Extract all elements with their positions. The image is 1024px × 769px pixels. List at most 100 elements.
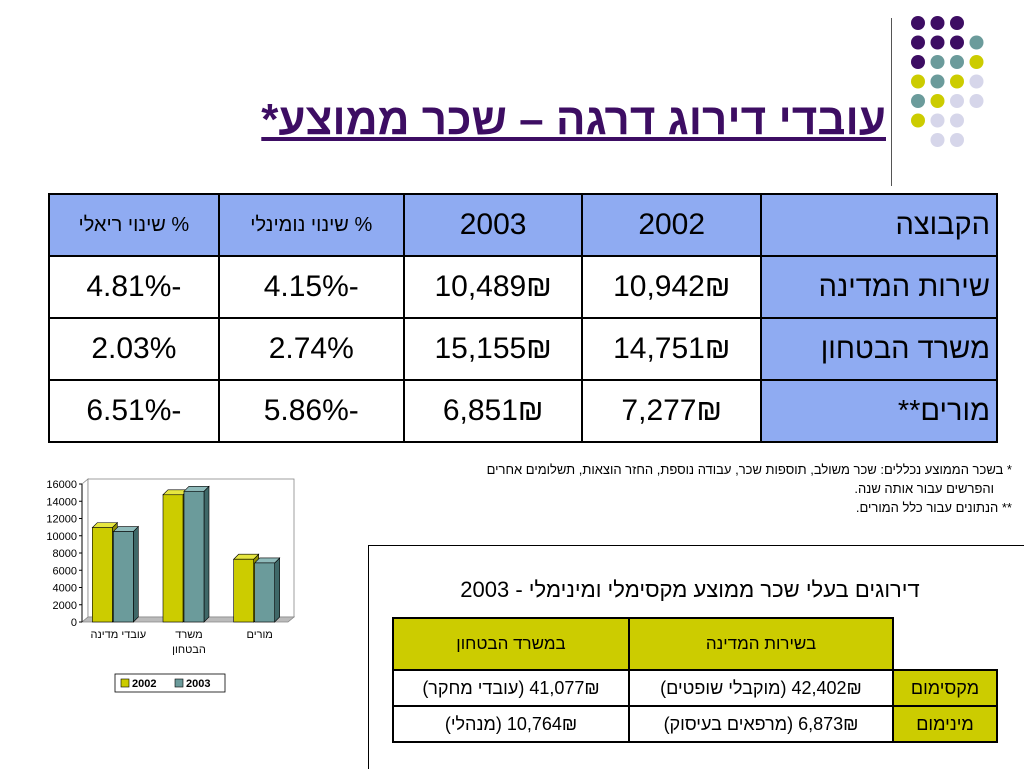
table-row: שירות המדינה 10,942₪ 10,489₪ -4.15% -4.8… xyxy=(48,255,998,319)
decorative-dot xyxy=(911,74,925,89)
cell-2002: 14,751₪ xyxy=(581,317,762,381)
header-nominal-change: % שינוי נומינלי xyxy=(217,193,405,257)
slide-title: עובדי דירוג דרגה – שכר ממוצע* xyxy=(261,95,886,144)
cell-nominal: -5.86% xyxy=(217,379,405,443)
header-defense-ministry: במשרד הבטחון xyxy=(392,617,630,671)
y-tick-label: 4000 xyxy=(53,583,77,595)
decorative-dot xyxy=(930,35,945,50)
chart-side-wall xyxy=(81,478,89,623)
y-tick-label: 6000 xyxy=(53,565,77,577)
cell-2003: 10,489₪ xyxy=(402,255,584,319)
decorative-dot xyxy=(969,94,984,108)
footnotes: * בשכר הממוצע נכללים: שכר משולב, תוספות … xyxy=(380,460,1012,517)
cell-real: 2.03% xyxy=(48,317,220,381)
row-label-min: מינימום xyxy=(892,705,998,743)
salary-bar-chart: 16000 14000 12000 10000 8000 6000 4000 2000 0 עוב… xyxy=(46,478,296,693)
minmax-frame xyxy=(368,545,1024,769)
category-label: משרד xyxy=(175,629,202,641)
y-tick-label: 10000 xyxy=(46,531,77,543)
bar xyxy=(92,527,113,623)
bar xyxy=(254,562,275,623)
bar xyxy=(233,558,254,623)
decorative-dot xyxy=(950,55,964,69)
cell-2003: 15,155₪ xyxy=(402,317,584,381)
row-group: מורים** xyxy=(760,379,998,443)
category-label: עובדי מדינה xyxy=(91,629,147,641)
row-label-max: מקסימום xyxy=(892,669,998,707)
cell-real: -6.51% xyxy=(48,379,220,443)
decorative-dot xyxy=(950,94,964,108)
legend-label: 2002 xyxy=(132,678,156,690)
header-real-change: % שינוי ריאלי xyxy=(48,193,220,257)
decorative-dot xyxy=(911,35,925,50)
y-tick-label: 2000 xyxy=(53,600,77,612)
decorative-dot xyxy=(969,74,984,89)
minmax-header-row: בשירות המדינה במשרד הבטחון xyxy=(392,617,997,671)
decorative-dot xyxy=(950,113,964,128)
footnote-1: * בשכר הממוצע נכללים: שכר משולב, תוספות … xyxy=(486,462,1012,477)
y-tick-label: 0 xyxy=(71,617,77,629)
decorative-dot xyxy=(930,55,945,69)
decorative-dot xyxy=(930,74,945,89)
decorative-dot xyxy=(911,16,925,30)
chart-legend xyxy=(114,673,226,693)
y-tick-label: 8000 xyxy=(53,548,77,560)
legend-label: 2003 xyxy=(186,678,210,690)
table-header-row: הקבוצה 2002 2003 % שינוי נומינלי % שינוי… xyxy=(48,193,998,257)
decorative-dot xyxy=(930,133,945,147)
cell-real: -4.81% xyxy=(48,255,220,319)
category-label: הבטחון xyxy=(172,644,206,656)
legend-swatch xyxy=(174,678,184,688)
table-row: מקסימום 42,402₪ (מוקבלי שופטים) 41,077₪ … xyxy=(392,669,998,707)
header-group: הקבוצה xyxy=(760,193,998,257)
decorative-dot xyxy=(911,55,925,69)
bar-side xyxy=(274,557,280,623)
bar xyxy=(183,490,205,623)
y-tick-label: 16000 xyxy=(46,479,77,491)
table-row: מינימום 6,873₪ (מרפאים בעיסוק) 10,764₪ (… xyxy=(392,705,998,743)
cell-state-max: 42,402₪ (מוקבלי שופטים) xyxy=(628,669,894,707)
footnote-1-continued: והפרשים עבור אותה שנה. xyxy=(854,481,994,496)
cell-state-min: 6,873₪ (מרפאים בעיסוק) xyxy=(628,705,894,743)
decorative-dot xyxy=(930,16,945,30)
decorative-dot xyxy=(950,133,964,147)
cell-2002: 7,277₪ xyxy=(581,379,762,443)
bar-side xyxy=(133,525,139,623)
y-tick-label: 12000 xyxy=(46,514,77,526)
header-2003: 2003 xyxy=(402,193,584,257)
row-group: שירות המדינה xyxy=(760,255,998,319)
table-row: מורים** 7,277₪ 6,851₪ -5.86% -6.51% xyxy=(48,379,998,443)
decorative-dot xyxy=(969,55,984,69)
decorative-dot xyxy=(950,35,964,50)
decorative-dot xyxy=(911,113,925,128)
footnote-2: ** הנתונים עבור כלל המורים. xyxy=(855,500,1012,515)
bar-side xyxy=(203,485,210,623)
divider-line xyxy=(891,18,892,186)
salary-table: הקבוצה 2002 2003 % שינוי נומינלי % שינוי… xyxy=(48,193,998,443)
legend-swatch xyxy=(120,678,130,688)
cell-2003: 6,851₪ xyxy=(402,379,584,443)
decorative-dot xyxy=(930,94,945,108)
minmax-title: דירוגים בעלי שכר ממוצע מקסימלי ומינימלי … xyxy=(460,577,920,602)
category-label: מורים xyxy=(246,629,272,641)
decorative-dot xyxy=(930,113,945,128)
bar xyxy=(113,531,134,623)
cell-defense-min: 10,764₪ (מנהלי) xyxy=(392,705,630,743)
cell-nominal: -4.15% xyxy=(217,255,405,319)
cell-2002: 10,942₪ xyxy=(581,255,762,319)
table-row: משרד הבטחון 14,751₪ 15,155₪ 2.74% 2.03% xyxy=(48,317,998,381)
row-group: משרד הבטחון xyxy=(760,317,998,381)
blank-cell xyxy=(893,618,997,670)
minmax-table: בשירות המדינה במשרד הבטחון מקסימום 42,40… xyxy=(392,617,998,743)
bar xyxy=(162,494,184,623)
header-2002: 2002 xyxy=(581,193,762,257)
decorative-dot xyxy=(911,94,925,108)
y-tick-label: 14000 xyxy=(46,496,77,508)
decorative-dot xyxy=(950,74,964,89)
cell-defense-max: 41,077₪ (עובדי מחקר) xyxy=(392,669,630,707)
decorative-dot xyxy=(969,35,984,50)
header-state-service: בשירות המדינה xyxy=(628,617,894,671)
cell-nominal: 2.74% xyxy=(217,317,405,381)
decorative-dot xyxy=(950,16,964,30)
